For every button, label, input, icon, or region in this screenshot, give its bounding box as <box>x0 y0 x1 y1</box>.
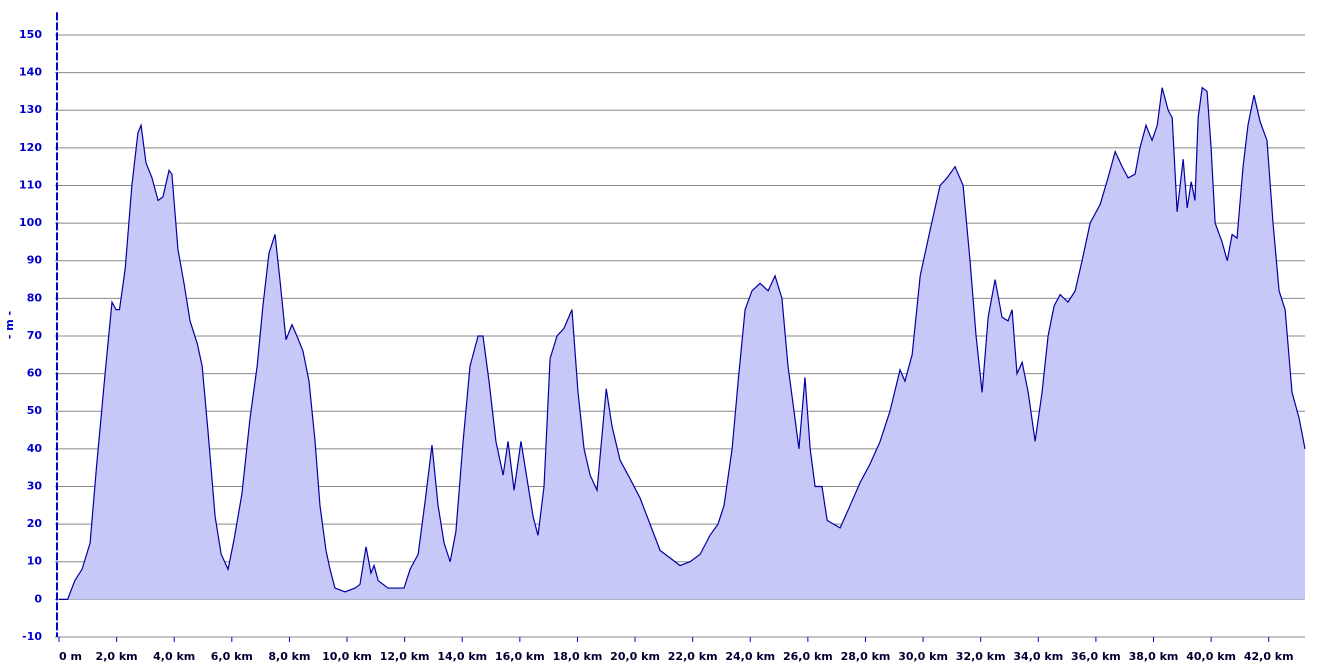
y-tick-label: 150 <box>19 28 42 41</box>
x-tick-label: 36,0 km <box>1071 650 1121 663</box>
y-tick-label: 10 <box>27 555 43 568</box>
x-tick-label: 30,0 km <box>898 650 948 663</box>
y-tick-label: 120 <box>19 141 42 154</box>
y-tick-label: 50 <box>27 404 43 417</box>
y-tick-label: -10 <box>22 630 42 643</box>
x-tick-label: 26,0 km <box>783 650 833 663</box>
x-tick-label: 34,0 km <box>1013 650 1063 663</box>
x-tick-label: 38,0 km <box>1129 650 1179 663</box>
x-tick-label: 12,0 km <box>380 650 430 663</box>
y-tick-label: 0 <box>34 592 42 605</box>
y-tick-label: 40 <box>27 442 43 455</box>
y-tick-label: 140 <box>19 66 42 79</box>
elevation-line <box>59 86 1306 600</box>
y-tick-label: 80 <box>27 291 43 304</box>
x-tick-label: 14,0 km <box>437 650 487 663</box>
y-tick-label: 70 <box>27 329 43 342</box>
x-tick-label: 16,0 km <box>495 650 545 663</box>
y-tick-label: 20 <box>27 517 43 530</box>
x-tick-label: 28,0 km <box>841 650 891 663</box>
y-axis-title: - m - <box>3 311 16 339</box>
x-tick-label: 32,0 km <box>956 650 1006 663</box>
x-tick-label: 6,0 km <box>211 650 253 663</box>
area-fill <box>59 87 1305 600</box>
y-tick-label: 60 <box>27 367 43 380</box>
y-tick-label: 130 <box>19 103 42 116</box>
x-tick-label: 42,0 km <box>1244 650 1294 663</box>
x-tick-label: 8,0 km <box>268 650 310 663</box>
x-tick-label: 20,0 km <box>610 650 660 663</box>
y-tick-label: 110 <box>19 178 42 191</box>
x-tick-label: 18,0 km <box>553 650 603 663</box>
x-tick-label: 0 m <box>59 650 82 663</box>
x-tick-label: 10,0 km <box>322 650 372 663</box>
x-tick-label: 22,0 km <box>668 650 718 663</box>
y-tick-label: 30 <box>27 479 43 492</box>
y-tick-label: 100 <box>19 216 42 229</box>
x-tick-label: 40,0 km <box>1186 650 1236 663</box>
y-tick-label: 90 <box>27 254 43 267</box>
x-tick-label: 2,0 km <box>96 650 138 663</box>
x-tick-label: 4,0 km <box>153 650 195 663</box>
x-tick-label: 24,0 km <box>725 650 775 663</box>
